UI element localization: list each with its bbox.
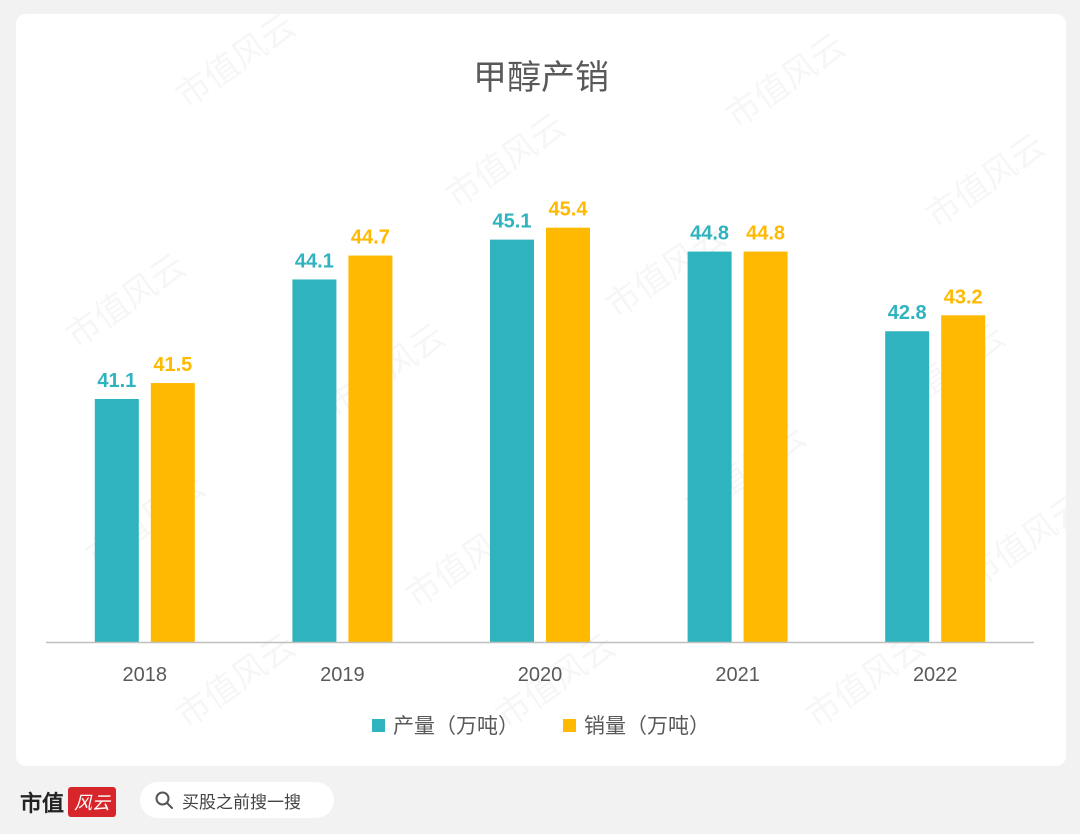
- data-label-2018-series-0: 41.1: [97, 370, 136, 392]
- bar-chart: 41.1 41.5 2018 44.1 44.7 2019 45.1 45.4 2020 44.8…: [46, 199, 1034, 686]
- x-tick-label: 2020: [518, 664, 563, 686]
- bar-2019-series-0: [292, 279, 337, 642]
- legend-swatch-production: [372, 718, 385, 732]
- legend-label-sales: 销量（万吨）: [584, 714, 710, 738]
- bar-2022-series-0: [885, 331, 930, 642]
- legend-swatch-sales: [563, 718, 576, 732]
- bar-2020-series-0: [490, 239, 534, 642]
- bar-2021-series-1: [743, 251, 788, 642]
- data-label-2022-series-0: 42.8: [888, 302, 927, 324]
- x-tick-label: 2018: [123, 664, 168, 686]
- bar-2020-series-1: [546, 227, 590, 642]
- data-label-2020-series-0: 45.1: [493, 211, 532, 233]
- bar-2018-series-1: [150, 383, 195, 642]
- search-icon: [155, 791, 173, 809]
- data-label-2022-series-1: 43.2: [944, 286, 983, 308]
- data-label-2021-series-0: 44.8: [690, 223, 729, 245]
- chart-card: 市值风云市值风云市值风云市值风云市值风云市值风云市值风云市值风云市值风云市值风云…: [16, 14, 1066, 766]
- brand-logo-badge: 风云: [68, 787, 117, 817]
- bar-2018-series-0: [94, 398, 139, 642]
- chart-legend: 产量（万吨） 销量（万吨）: [16, 710, 1066, 740]
- data-label-2019-series-0: 44.1: [295, 250, 334, 272]
- search-box[interactable]: 买股之前搜一搜: [140, 782, 334, 818]
- legend-label-production: 产量（万吨）: [393, 714, 519, 738]
- search-placeholder: 买股之前搜一搜: [182, 792, 301, 813]
- brand-text: 市值: [20, 791, 65, 817]
- data-label-2020-series-1: 45.4: [549, 199, 589, 221]
- legend-item-sales: 销量（万吨）: [563, 710, 710, 740]
- chart-title: 甲醇产销: [473, 58, 609, 98]
- data-label-2021-series-1: 44.8: [746, 223, 785, 245]
- bar-2021-series-0: [687, 251, 732, 642]
- data-label-2019-series-1: 44.7: [351, 227, 390, 249]
- brand-logo[interactable]: 市值 风云: [20, 786, 117, 818]
- legend-item-production: 产量（万吨）: [372, 710, 519, 740]
- data-label-2018-series-1: 41.5: [153, 354, 192, 376]
- bar-2022-series-1: [941, 315, 986, 642]
- x-tick-label: 2019: [320, 664, 365, 686]
- footer-bar: 市值 风云 买股之前搜一搜: [0, 766, 1080, 834]
- bar-2019-series-1: [348, 255, 393, 642]
- x-tick-label: 2021: [715, 664, 760, 686]
- x-tick-label: 2022: [913, 664, 958, 686]
